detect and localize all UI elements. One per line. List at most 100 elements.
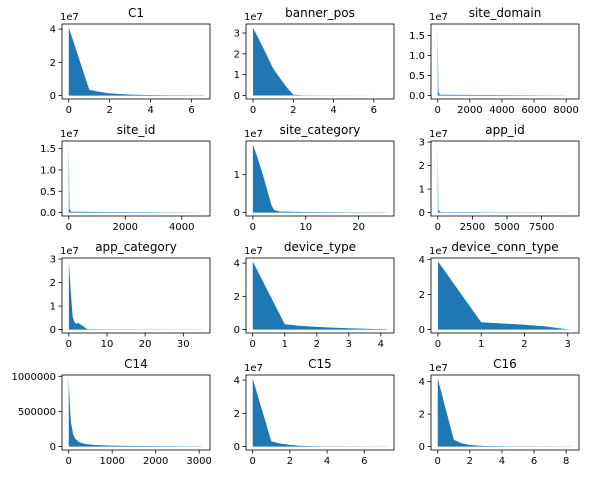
subplot-title: C14 [124, 357, 148, 371]
y-tick-label: 4 [419, 377, 425, 388]
subplot-title: app_id [485, 123, 525, 137]
y-tick-label: 1 [234, 170, 240, 181]
axis-offset-label: 1e7 [429, 246, 448, 257]
distribution-area [437, 144, 567, 213]
y-tick-label: 500000 [18, 407, 56, 418]
axes-frame [245, 257, 395, 334]
x-tick-label: 2 [107, 105, 113, 116]
x-tick-label: 4000 [169, 222, 194, 233]
distribution-area [68, 261, 203, 330]
x-tick-label: 0 [250, 339, 256, 350]
y-tick-label: 2 [419, 290, 425, 301]
subplot-site_id: 0 2000 4000 0.0 0.5 1.0 1.5 1e7 site_id [0, 121, 218, 234]
y-tick-label: 0 [50, 91, 56, 102]
subplot-C15: 0 2 4 6 0 2 4 1e7 C15 [184, 355, 402, 468]
y-tick-label: 2 [419, 410, 425, 421]
distribution-area [252, 261, 388, 330]
y-tick-label: 0.0 [409, 91, 425, 102]
x-tick-label: 6 [361, 456, 367, 467]
subplot-C16: 0 2 4 6 8 0 2 4 1e7 C16 [369, 355, 587, 468]
subplot-canvas: 0 2 4 6 8 0 2 4 1e7 C16 [419, 357, 580, 467]
x-tick-label: 2 [467, 456, 473, 467]
axis-offset-label: 1e7 [60, 129, 79, 140]
x-tick-label: 2000 [457, 105, 482, 116]
axis-offset-label: 1e7 [244, 246, 263, 257]
distribution-area [68, 378, 202, 447]
subplot-app_id: 0 2500 5000 7500 0 1 2 3 1e7 app_id [369, 121, 587, 234]
x-tick-label: 2 [314, 339, 320, 350]
subplot-C1: 0 2 4 6 0 2 4 1e7 C1 [0, 4, 218, 117]
axes-frame [61, 23, 211, 100]
x-tick-label: 0 [66, 222, 72, 233]
x-tick-label: 4 [147, 105, 153, 116]
subplot-device_type: 0 1 2 3 4 0 2 4 1e7 device_type [184, 238, 402, 351]
x-tick-label: 3000 [186, 456, 211, 467]
x-tick-label: 8000 [553, 105, 578, 116]
distribution-area [68, 144, 199, 213]
subplot-title: site_category [280, 123, 361, 137]
y-tick-label: 0 [50, 442, 56, 453]
x-tick-label: 2500 [460, 222, 485, 233]
x-tick-label: 0 [435, 105, 441, 116]
y-tick-label: 3 [234, 28, 240, 39]
distribution-area [252, 378, 389, 447]
axis-offset-label: 1e7 [429, 12, 448, 23]
x-tick-label: 4 [324, 456, 330, 467]
axes-frame [245, 23, 395, 100]
subplot-canvas: 0 2 4 6 0 2 4 1e7 C15 [234, 357, 395, 467]
x-tick-label: 0 [435, 222, 441, 233]
subplot-canvas: 0 2000 4000 0.0 0.5 1.0 1.5 1e7 site_id [40, 123, 211, 233]
subplot-title: C1 [128, 6, 144, 20]
y-tick-label: 1 [419, 185, 425, 196]
x-tick-label: 1 [282, 339, 288, 350]
axes-frame [61, 257, 211, 334]
y-tick-label: 2 [419, 161, 425, 172]
y-tick-label: 3 [419, 138, 425, 149]
y-tick-label: 0 [419, 442, 425, 453]
x-tick-label: 20 [139, 339, 152, 350]
y-tick-label: 4 [234, 259, 240, 270]
distribution-area [68, 27, 204, 96]
subplot-title: device_conn_type [451, 240, 558, 254]
x-tick-label: 10 [299, 222, 312, 233]
y-tick-label: 0.5 [40, 187, 56, 198]
x-tick-label: 4000 [489, 105, 514, 116]
distribution-area [437, 261, 573, 330]
x-tick-label: 6000 [521, 105, 546, 116]
subplot-canvas: 0 1 2 3 4 0 2 4 1e7 device_type [234, 240, 395, 350]
y-tick-label: 2 [50, 278, 56, 289]
axis-offset-label: 1e7 [244, 363, 263, 374]
subplot-canvas: 0 2500 5000 7500 0 1 2 3 1e7 app_id [419, 123, 580, 233]
subplot-title: device_type [284, 240, 356, 254]
distribution-area [253, 27, 390, 96]
x-tick-label: 4 [378, 339, 384, 350]
x-tick-label: 6 [531, 456, 537, 467]
subplot-title: banner_pos [285, 6, 355, 20]
axes-frame [430, 23, 580, 100]
x-tick-label: 1000 [99, 456, 124, 467]
y-tick-label: 2 [234, 49, 240, 60]
y-tick-label: 1 [50, 302, 56, 313]
y-tick-label: 4 [234, 376, 240, 387]
y-tick-label: 2 [50, 58, 56, 69]
distribution-area [437, 378, 573, 447]
axis-offset-label: 1e7 [60, 12, 79, 23]
subplot-canvas: 0 2 4 6 0 1 2 3 1e7 banner_pos [234, 6, 395, 116]
y-tick-label: 4 [50, 25, 56, 36]
x-tick-label: 0 [66, 456, 72, 467]
y-tick-label: 1.5 [409, 31, 425, 42]
subplot-device_conn_type: 0 1 2 3 0 2 4 1e7 device_conn_type [369, 238, 587, 351]
subplot-canvas: 0 10 20 0 1 1e7 site_category [234, 123, 395, 233]
y-tick-label: 3 [50, 255, 56, 266]
axes-frame [61, 374, 211, 451]
subplot-title: site_id [117, 123, 156, 137]
subplot-title: C16 [493, 357, 517, 371]
axis-offset-label: 1e7 [429, 129, 448, 140]
y-tick-label: 0 [419, 208, 425, 219]
subplot-canvas: 0 10 20 30 0 1 2 3 1e7 app_category [50, 240, 211, 350]
y-tick-label: 0 [50, 325, 56, 336]
axis-offset-label: 1e7 [244, 12, 263, 23]
x-tick-label: 3 [346, 339, 352, 350]
y-tick-label: 1 [234, 70, 240, 81]
x-tick-label: 2 [287, 456, 293, 467]
